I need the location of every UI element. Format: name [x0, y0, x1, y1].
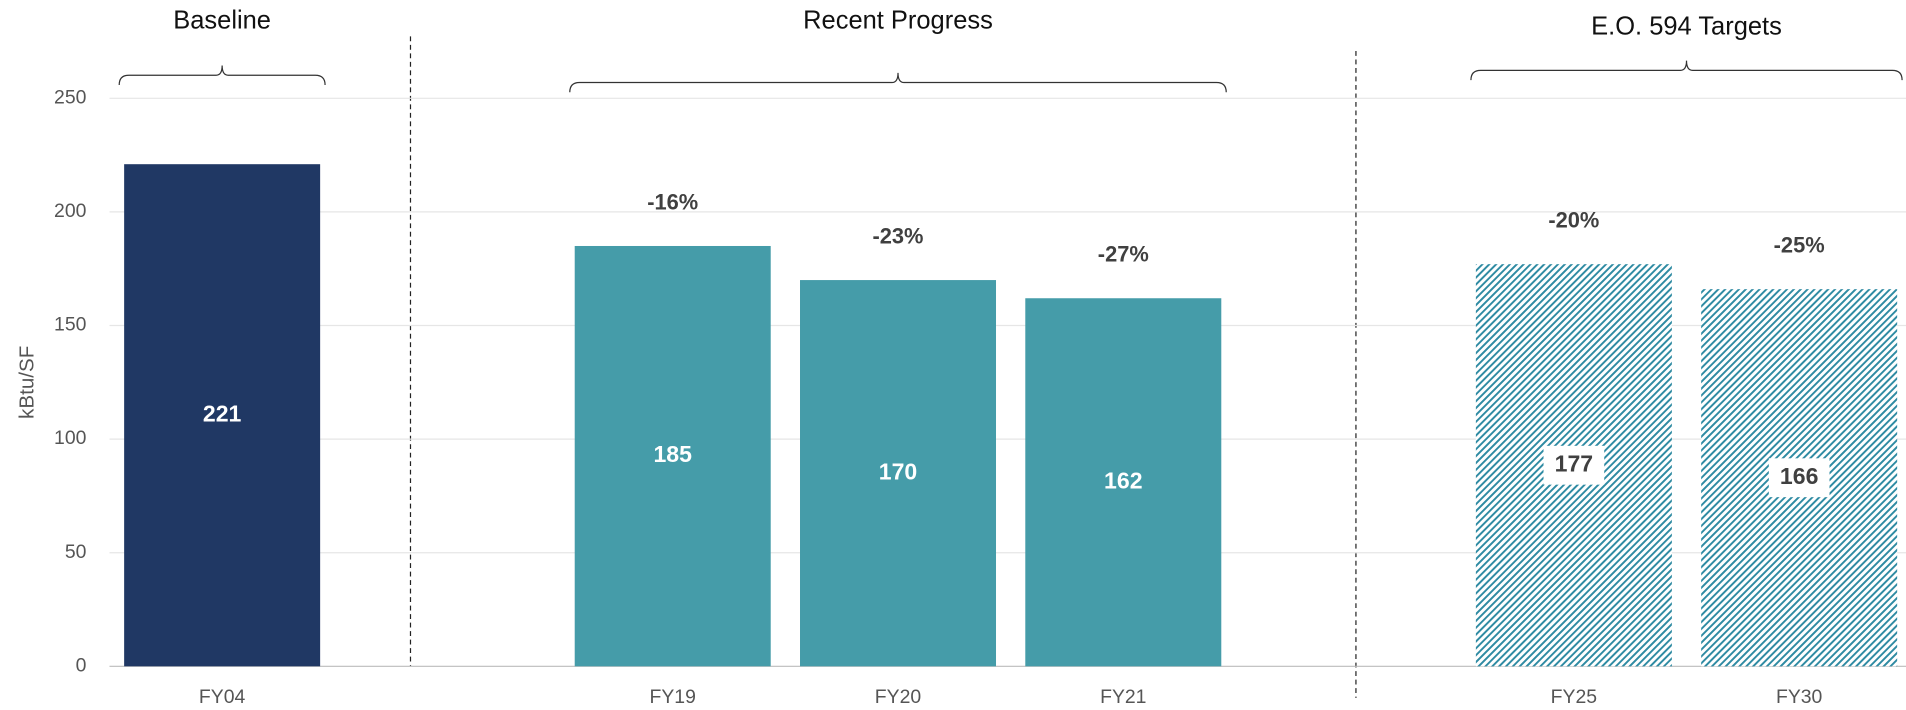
group-label: Baseline: [173, 7, 271, 35]
change-label: -27%: [1098, 242, 1149, 267]
y-tick-label: 50: [65, 541, 87, 563]
group-label: E.O. 594 Targets: [1591, 13, 1782, 41]
x-tick-label: FY20: [875, 686, 922, 708]
x-tick-label: FY25: [1551, 686, 1597, 708]
bar: [1025, 298, 1222, 667]
change-label: -16%: [647, 189, 698, 214]
change-label: -23%: [873, 223, 924, 248]
value-label-box: [1543, 445, 1605, 485]
value-label: 221: [203, 400, 242, 426]
bar: [574, 245, 771, 667]
x-tick-label: FY21: [1100, 686, 1146, 708]
group-brace: [569, 72, 1227, 93]
x-tick-label: FY19: [650, 686, 696, 708]
group-label: Recent Progress: [803, 7, 993, 35]
y-tick-label: 0: [76, 654, 87, 676]
bar: [800, 280, 997, 667]
y-tick-label: 100: [54, 427, 87, 449]
value-label-box: [1768, 458, 1830, 498]
x-tick-label: FY30: [1776, 686, 1823, 708]
value-label: 185: [653, 441, 692, 467]
group-brace: [118, 65, 326, 85]
change-label: -20%: [1548, 207, 1599, 232]
value-label: 170: [879, 458, 917, 484]
y-tick-label: 200: [54, 200, 87, 222]
x-tick-label: FY04: [199, 686, 246, 708]
y-axis-label: kBtu/SF: [16, 346, 39, 419]
value-label: 177: [1555, 450, 1593, 476]
group-brace: [1470, 60, 1903, 81]
y-tick-label: 150: [54, 314, 87, 336]
value-label: 166: [1780, 463, 1818, 489]
bar: [124, 164, 321, 667]
y-tick-label: 250: [54, 86, 87, 108]
value-label: 162: [1104, 467, 1142, 493]
change-label: -25%: [1774, 232, 1825, 257]
